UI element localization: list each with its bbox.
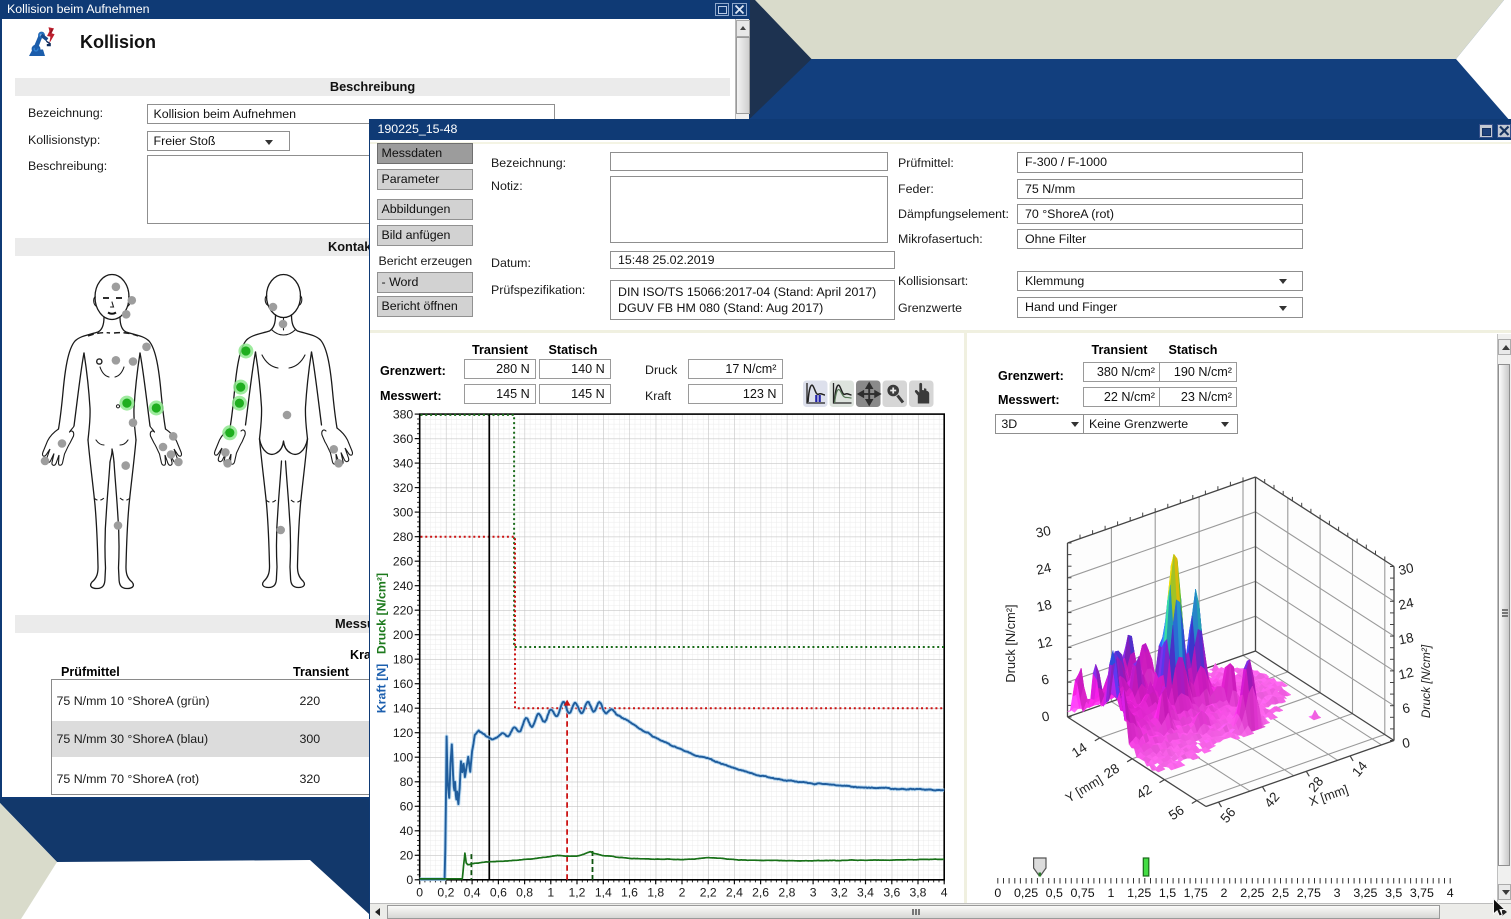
svg-text:14: 14 [1069,739,1090,760]
svg-text:3,8: 3,8 [910,885,927,899]
svg-text:300: 300 [393,505,414,519]
svg-text:120: 120 [393,725,414,739]
svg-text:2,2: 2,2 [700,885,717,899]
svg-text:12: 12 [1397,664,1415,682]
svg-text:4: 4 [1447,886,1454,900]
svg-text:24: 24 [1035,559,1053,577]
svg-text:0: 0 [994,886,1001,900]
svg-text:0: 0 [1040,708,1050,724]
svg-text:0: 0 [1401,734,1411,750]
svg-text:1,8: 1,8 [647,885,664,899]
svg-text:2,6: 2,6 [752,885,769,899]
svg-text:14: 14 [1349,758,1370,780]
svg-text:0,25: 0,25 [1014,886,1038,900]
svg-text:24: 24 [1397,594,1415,612]
svg-text:56: 56 [1166,802,1187,823]
svg-text:12: 12 [1036,633,1054,651]
svg-text:30: 30 [1034,522,1052,540]
svg-text:1,75: 1,75 [1184,886,1208,900]
svg-text:220: 220 [393,603,414,617]
svg-text:0: 0 [406,873,413,887]
svg-text:200: 200 [393,627,414,641]
svg-text:1,6: 1,6 [621,885,638,899]
svg-text:340: 340 [393,456,414,470]
svg-text:2,75: 2,75 [1297,886,1321,900]
svg-text:380: 380 [393,407,414,421]
svg-text:1,5: 1,5 [1159,886,1176,900]
svg-text:360: 360 [393,431,414,445]
svg-text:18: 18 [1035,596,1053,614]
svg-text:3,75: 3,75 [1410,886,1434,900]
svg-text:80: 80 [400,775,414,789]
svg-text:2,8: 2,8 [778,885,795,899]
svg-text:100: 100 [393,750,414,764]
svg-text:40: 40 [400,824,414,838]
svg-text:0,5: 0,5 [1046,886,1063,900]
svg-text:3,4: 3,4 [857,885,874,899]
svg-text:0,6: 0,6 [490,885,507,899]
svg-text:30: 30 [1397,560,1415,578]
svg-text:1,25: 1,25 [1127,886,1151,900]
svg-text:60: 60 [400,799,414,813]
svg-text:28: 28 [1305,773,1326,794]
svg-text:2,5: 2,5 [1272,886,1289,900]
svg-text:0: 0 [416,885,423,899]
svg-text:240: 240 [393,578,414,592]
svg-text:3: 3 [1334,886,1341,900]
svg-text:20: 20 [400,848,414,862]
svg-text:4: 4 [941,885,948,899]
svg-text:180: 180 [393,652,414,666]
svg-text:6: 6 [1401,700,1411,716]
svg-text:140: 140 [393,701,414,715]
svg-text:1: 1 [1107,886,1114,900]
svg-text:3,2: 3,2 [831,885,848,899]
svg-text:42: 42 [1261,789,1282,810]
svg-text:6: 6 [1040,671,1050,687]
svg-text:1,4: 1,4 [595,885,612,899]
svg-text:3,6: 3,6 [883,885,900,899]
svg-text:0,4: 0,4 [464,885,481,899]
svg-text:0,8: 0,8 [516,885,533,899]
svg-text:280: 280 [393,529,414,543]
svg-text:56: 56 [1217,804,1238,825]
svg-text:260: 260 [393,554,414,568]
svg-text:1: 1 [547,885,554,899]
svg-text:2,25: 2,25 [1240,886,1264,900]
svg-text:2: 2 [679,885,686,899]
svg-text:28: 28 [1101,760,1122,781]
svg-text:3,25: 3,25 [1353,886,1377,900]
svg-text:Kraft [N]: Kraft [N] [375,663,389,713]
svg-text:Druck [N/cm²]: Druck [N/cm²] [1003,604,1018,682]
svg-text:Druck [N/cm²]: Druck [N/cm²] [1419,644,1433,718]
svg-text:3,5: 3,5 [1385,886,1402,900]
svg-text:Druck [N/cm²]: Druck [N/cm²] [375,572,389,653]
svg-text:2: 2 [1221,886,1228,900]
svg-text:0,2: 0,2 [437,885,454,899]
svg-text:Y [mm]: Y [mm] [1063,771,1105,805]
svg-text:2,4: 2,4 [726,885,743,899]
svg-text:160: 160 [393,676,414,690]
svg-text:0,75: 0,75 [1071,886,1095,900]
svg-text:3: 3 [810,885,817,899]
svg-text:42: 42 [1134,781,1155,802]
svg-text:18: 18 [1397,629,1415,647]
svg-text:1,2: 1,2 [569,885,586,899]
svg-text:320: 320 [393,480,414,494]
